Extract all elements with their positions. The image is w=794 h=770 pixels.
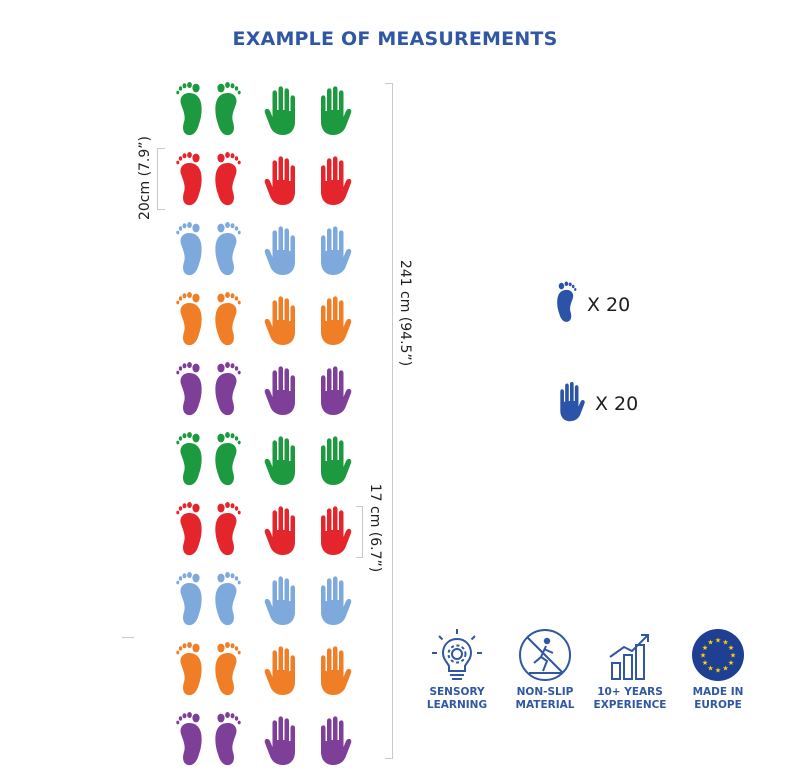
left-footprint-icon [175,290,205,348]
page-title: EXAMPLE OF MEASUREMENTS [232,28,558,50]
left-footprint-icon [175,640,205,698]
right-handprint-icon [312,154,354,206]
left-handprint-icon [262,364,304,416]
right-handprint-icon [312,714,354,766]
hand-length-bracket-bottom [356,557,363,558]
foot-length-bracket [157,148,158,210]
left-footprint-icon [175,80,205,138]
eu-star-icon: ★ [722,639,728,647]
total-height-line-bottom [385,758,393,759]
foot-length-bracket-top [157,148,165,149]
right-footprint-icon [212,640,242,698]
print-row-light-blue [170,220,370,280]
right-handprint-icon [312,434,354,486]
left-footprint-icon [175,150,205,208]
print-row-red [170,500,370,560]
left-footprint-icon [175,710,205,768]
hand-length-bracket [362,506,363,558]
eu-star-icon: ★ [722,664,728,672]
eu-flag-icon: ★★★★★★★★★ ★ ★★ [692,629,744,681]
growth-chart-icon [609,634,649,680]
eu-star-icon: ★ [728,659,734,667]
eu-star-icon: ★ [715,637,721,645]
print-row-green [170,430,370,490]
foot-length-bracket-bottom [157,209,165,210]
left-handprint-icon [262,154,304,206]
left-handprint-icon [262,434,304,486]
badge-label: NON-SLIP MATERIAL [515,686,575,711]
right-handprint-icon [312,294,354,346]
left-handprint-icon [262,574,304,626]
eu-star-icon: ★ [728,644,734,652]
badge-made-in-europe: ★ ★ ★ ★ ★ ★ ★ ★ ★ ★ ★ ★ MADE IN EUROPE [678,626,758,712]
hands-count-legend: X 20 [553,380,638,427]
print-row-red [170,150,370,210]
feet-count-legend: X 20 [553,280,630,329]
badge-label: 10+ YEARS EXPERIENCE [593,686,667,711]
eu-star-icon: ★ [715,667,721,675]
left-footprint-icon [175,220,205,278]
right-handprint-icon [312,224,354,276]
eu-star-icon: ★ [700,652,706,660]
lightbulb-gear-icon [432,629,482,680]
left-handprint-icon [262,714,304,766]
right-footprint-icon [212,80,242,138]
print-row-orange [170,290,370,350]
tick-mark [122,637,134,638]
badge-label: MADE IN EUROPE [692,686,744,711]
right-footprint-icon [212,220,242,278]
left-footprint-icon [175,430,205,488]
eu-star-icon: ★ [707,639,713,647]
left-footprint-icon [175,570,205,628]
eu-star-icon: ★ [730,652,736,660]
badge-years-experience: 10+ YEARS EXPERIENCE [590,626,670,712]
total-height-line-top [385,83,393,84]
left-handprint-icon [262,84,304,136]
total-height-line [392,83,393,759]
right-handprint-icon [312,364,354,416]
badge-non-slip-material: NON-SLIP MATERIAL [505,626,585,712]
total-height-label: 241 cm (94.5”) [397,259,413,367]
eu-star-icon: ★ [702,659,708,667]
right-handprint-icon [312,644,354,696]
right-footprint-icon [212,430,242,488]
left-handprint-icon [262,294,304,346]
feet-count: X 20 [587,293,631,316]
eu-star-icon: ★ [707,664,713,672]
no-slip-icon [519,629,571,681]
right-footprint-icon [212,500,242,558]
right-handprint-icon [312,84,354,136]
handprint-icon [553,380,587,427]
foot-length-label: 20cm (7.9”) [137,135,153,221]
print-row-orange [170,640,370,700]
right-handprint-icon [312,574,354,626]
left-handprint-icon [262,504,304,556]
left-footprint-icon [175,500,205,558]
right-footprint-icon [212,290,242,348]
right-footprint-icon [212,360,242,418]
right-footprint-icon [212,150,242,208]
right-footprint-icon [212,710,242,768]
hands-count: X 20 [595,392,639,415]
right-handprint-icon [312,504,354,556]
right-footprint-icon [212,570,242,628]
print-row-purple [170,710,370,770]
eu-star-icon: ★ [702,644,708,652]
left-handprint-icon [262,644,304,696]
footprint-icon [553,280,579,329]
print-row-purple [170,360,370,420]
badge-label: SENSORY LEARNING [426,686,488,711]
left-handprint-icon [262,224,304,276]
hand-length-bracket-top [356,506,363,507]
print-row-green [170,80,370,140]
print-row-light-blue [170,570,370,630]
left-footprint-icon [175,360,205,418]
hand-length-label: 17 cm (6.7”) [367,483,383,573]
badge-sensory-learning: SENSORY LEARNING [417,626,497,712]
